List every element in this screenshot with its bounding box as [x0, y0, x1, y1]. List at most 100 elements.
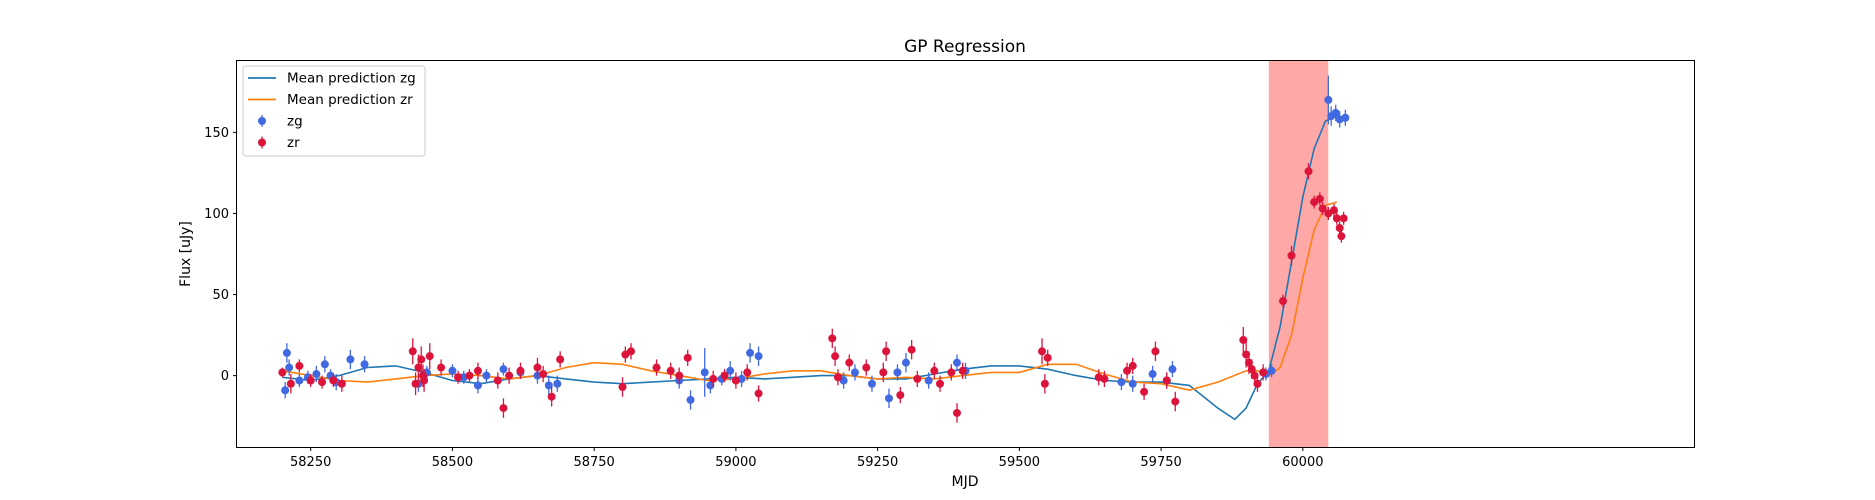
marker: [726, 366, 735, 375]
marker: [952, 408, 961, 417]
point-zg: [1267, 364, 1276, 378]
marker: [295, 361, 304, 370]
point-zr: [1162, 372, 1171, 389]
marker: [1123, 366, 1132, 375]
point-zg: [1117, 374, 1126, 391]
legend-item: Mean prediction zr: [248, 92, 413, 108]
marker: [1244, 358, 1253, 367]
point-zg: [884, 388, 893, 409]
legend-label: zr: [287, 135, 300, 151]
marker: [539, 370, 548, 379]
marker: [1128, 379, 1137, 388]
point-zr: [454, 370, 463, 384]
marker: [516, 366, 525, 375]
marker: [499, 365, 508, 374]
marker: [320, 360, 329, 369]
marker: [731, 376, 740, 385]
point-zr: [907, 339, 916, 360]
point-zr: [408, 338, 417, 365]
point-zr: [1239, 326, 1248, 353]
marker: [1331, 108, 1340, 117]
y-tick-label: 0: [221, 369, 229, 384]
point-zg: [1341, 109, 1350, 126]
x-axis-ticks: 58250 58500 58750 59000 59250 59500 59750 60000: [290, 447, 1324, 470]
marker: [1239, 335, 1248, 344]
marker: [862, 363, 871, 372]
marker: [901, 358, 910, 367]
point-zg: [285, 359, 294, 376]
marker: [720, 371, 729, 380]
x-tick-label: 59250: [857, 455, 898, 470]
point-zr: [627, 343, 636, 360]
marker: [952, 358, 961, 367]
point-zr: [1330, 203, 1339, 217]
point-zr: [295, 359, 304, 373]
point-zr: [1253, 375, 1262, 392]
marker: [312, 370, 321, 379]
point-zr: [709, 370, 718, 387]
marker: [1148, 370, 1157, 379]
point-zr: [425, 343, 434, 370]
point-zg: [295, 374, 304, 387]
marker: [896, 391, 905, 400]
data-points: [278, 75, 1350, 423]
point-zg: [952, 354, 961, 371]
point-zr: [1123, 362, 1132, 379]
marker: [465, 371, 474, 380]
x-tick-label: 59000: [715, 455, 756, 470]
marker: [1315, 194, 1324, 203]
point-zr: [1128, 357, 1137, 375]
x-tick-label: 60000: [1282, 455, 1323, 470]
marker: [884, 394, 893, 403]
point-zr: [1038, 338, 1047, 365]
point-zr: [329, 374, 338, 387]
x-tick-label: 58750: [573, 455, 614, 470]
point-zr: [913, 370, 922, 387]
marker: [1324, 95, 1333, 104]
point-zg: [1331, 104, 1340, 122]
marker: [493, 376, 502, 385]
point-zr: [533, 357, 542, 378]
point-zg: [448, 364, 457, 378]
point-zg: [924, 372, 933, 389]
marker: [754, 352, 763, 361]
point-zr: [828, 328, 837, 349]
marker: [1339, 214, 1348, 223]
point-zg: [473, 377, 482, 394]
marker: [1171, 397, 1180, 406]
legend-label: zg: [287, 114, 303, 130]
point-zg: [1128, 375, 1137, 392]
marker: [683, 353, 692, 362]
point-zg: [346, 349, 355, 370]
marker: [417, 355, 426, 364]
marker: [845, 358, 854, 367]
point-zr: [318, 375, 327, 389]
point-zr: [845, 354, 854, 371]
marker: [1267, 366, 1276, 375]
point-zr: [547, 386, 556, 407]
point-zr: [417, 346, 426, 373]
marker: [913, 374, 922, 383]
mean-line-zr: [282, 201, 1338, 392]
y-tick-label: 100: [204, 207, 229, 222]
point-zg: [281, 382, 290, 399]
marker: [346, 355, 355, 364]
legend-box: [242, 65, 426, 157]
point-zg: [700, 348, 709, 397]
marker: [281, 386, 290, 395]
marker: [329, 376, 338, 385]
marker: [879, 368, 888, 377]
point-zr: [1304, 163, 1313, 180]
marker: [553, 379, 562, 388]
marker: [709, 374, 718, 383]
marker: [282, 348, 291, 357]
point-zr: [896, 386, 905, 404]
marker: [930, 366, 939, 375]
point-zr: [683, 349, 692, 366]
marker: [505, 371, 514, 380]
marker: [420, 376, 429, 385]
marker: [1337, 232, 1346, 241]
point-zg: [893, 364, 902, 381]
marker: [1128, 361, 1137, 370]
